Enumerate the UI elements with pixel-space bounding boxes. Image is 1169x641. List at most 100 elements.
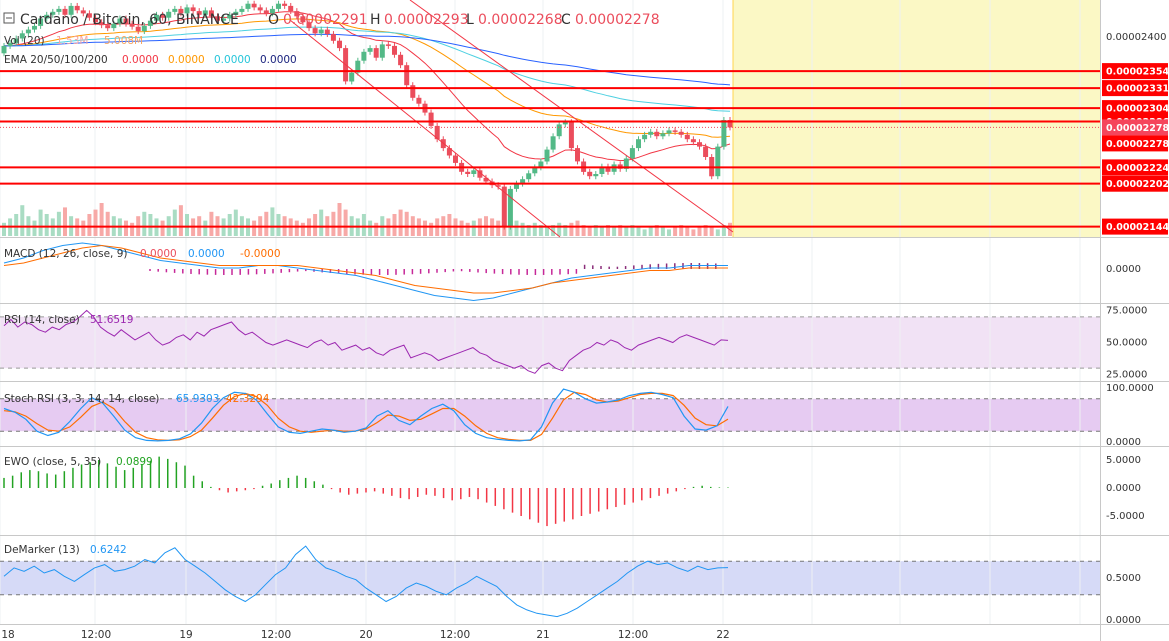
volume-bar (2, 222, 6, 236)
volume-bar (343, 209, 348, 236)
ema-100-line (4, 26, 731, 112)
candle-body (355, 60, 361, 73)
candle-body (715, 146, 721, 177)
vol-label[interactable]: Vol (20) (4, 35, 45, 47)
macd-y-tick: 0.0000 (1106, 264, 1141, 275)
candle-body (227, 14, 233, 19)
macd-line (3, 242, 728, 302)
macd-label[interactable]: MACD (12, 26, close, 9) (4, 248, 127, 260)
candle-body (86, 13, 92, 18)
candle-body (105, 25, 111, 29)
stoch-y-tick: 100.0000 (1106, 383, 1154, 394)
ema20-value: 0.0000 (122, 54, 159, 66)
candle-body (337, 40, 342, 49)
candle-body (13, 38, 19, 43)
candle-body (434, 125, 440, 140)
volume-bar (81, 220, 86, 236)
high-label: H (370, 12, 381, 28)
volume-bar (581, 225, 586, 236)
candle-body (678, 131, 684, 135)
candle-body (373, 48, 379, 58)
trend-line-upper (409, 0, 734, 233)
volume-bar (636, 227, 641, 236)
volume-bar (99, 203, 104, 236)
ema-50-line (3, 18, 731, 138)
time-axis: 18 12:00 19 12:00 20 12:00 21 12:00 22 (1, 629, 729, 641)
candle-body (446, 148, 452, 156)
candle-body (666, 130, 672, 134)
candle-body (215, 16, 220, 21)
candle-body (385, 44, 391, 46)
stoch-label[interactable]: Stoch RSI (3, 3, 14, 14, close) (4, 393, 159, 405)
price-level-label: 0.00002354 (1106, 67, 1169, 78)
volume-bar (673, 227, 678, 236)
volume-bar (471, 220, 476, 236)
candle-body (404, 65, 410, 86)
price-level-label: 0.00002224 (1106, 163, 1169, 174)
candle-body (300, 16, 306, 23)
candle-body (642, 134, 648, 140)
volume-bar (368, 220, 373, 236)
rsi-label[interactable]: RSI (14, close) (4, 314, 80, 326)
candle-body (629, 148, 635, 159)
price-level-badge (1102, 175, 1168, 192)
candle-body (465, 171, 471, 174)
price-level-label: 0.00002202 (1106, 179, 1169, 190)
candle-body (111, 23, 117, 29)
candle-body (514, 183, 519, 189)
volume-bar (667, 229, 671, 236)
volume-bar (404, 211, 409, 236)
candle-body (233, 11, 239, 15)
open-label: O (268, 12, 279, 28)
chart-marks (1, 0, 733, 618)
candle-body (123, 18, 129, 24)
candle-body (19, 33, 25, 39)
volume-bar (593, 225, 598, 236)
candle-body (25, 29, 31, 34)
ewo-y-tick: -5.0000 (1106, 511, 1145, 522)
rsi-legend: RSI (14, close) 51.6519 (4, 314, 133, 326)
ewo-y-tick: 0.0000 (1106, 483, 1141, 494)
volume-bar (160, 220, 165, 236)
demarker-label[interactable]: DeMarker (13) (4, 544, 80, 556)
macd-hist-value: 0.0000 (140, 248, 177, 260)
volume-bar (465, 222, 470, 236)
volume-bar (703, 225, 708, 236)
candle-body (184, 7, 190, 14)
ewo-label[interactable]: EWO (close, 5, 35) (4, 456, 101, 468)
time-tick: 21 (536, 629, 549, 641)
candle-body (208, 10, 214, 17)
candle-body (684, 134, 690, 140)
candle-body (575, 148, 580, 162)
volume-bar (130, 222, 135, 236)
stoch-y-tick: 0.0000 (1106, 437, 1141, 448)
volume-bar (685, 227, 690, 236)
volume-bar (697, 227, 702, 236)
candle-body (166, 11, 172, 18)
stoch-d-value: 42.3294 (226, 393, 270, 405)
ema-200-line (4, 33, 731, 86)
candle-body (80, 10, 86, 14)
candle-body (117, 18, 123, 24)
volume-bar (44, 214, 49, 236)
volume-bar (56, 211, 61, 236)
macd-legend: MACD (12, 26, close, 9) 0.0000 0.0000 -0… (4, 248, 281, 260)
main-legend: Cardano / Bitcoin, 60, BINANCE O 0.00002… (3, 12, 660, 66)
ema-label[interactable]: EMA 20/50/100/200 (4, 54, 108, 66)
volume-bar (105, 211, 110, 236)
time-tick: 12:00 (261, 629, 291, 641)
symbol-title[interactable]: Cardano / Bitcoin, 60, BINANCE (20, 12, 239, 28)
candle-body (276, 3, 281, 9)
candle-body (306, 22, 312, 29)
candle-body (507, 188, 513, 227)
vol-value-2: 5.008M (104, 35, 143, 47)
volume-bar (178, 205, 183, 236)
candle-body (520, 179, 526, 184)
high-value: 0.00002293 (384, 12, 469, 28)
volume-bar (569, 222, 574, 236)
candle-body (245, 3, 251, 9)
candle-body (367, 48, 373, 52)
stoch-band (0, 398, 1100, 432)
candle-body (147, 20, 153, 26)
